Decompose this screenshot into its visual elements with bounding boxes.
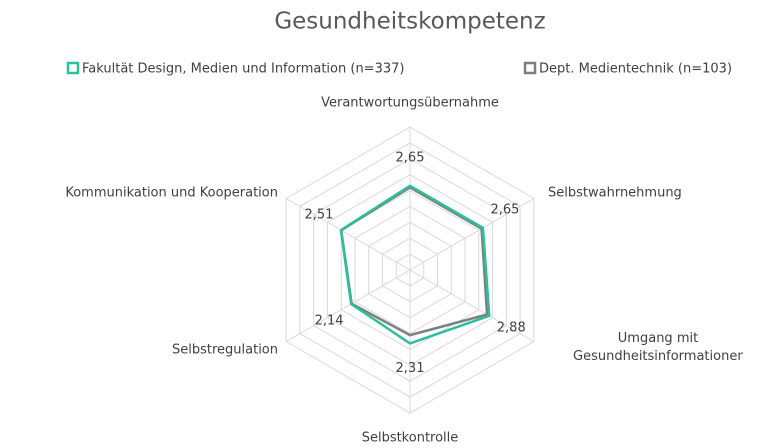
legend-label: Dept. Medientechnik (n=103) [539,62,732,77]
axis-label: Umgang mit Gesundheitsinformationen [573,331,743,364]
spoke [285,269,411,342]
data-label: 2,51 [304,208,333,223]
legend-label: Fakultät Design, Medien und Information … [82,62,404,77]
data-label: 2,14 [315,314,344,329]
axis-label: Verantwortungsübernahme [321,96,499,111]
spoke [409,198,535,271]
axis-label: Selbstregulation [172,343,278,358]
chart-title: Gesundheitskompetenz [274,9,545,35]
data-label: 2,65 [490,202,519,217]
axis-label: Selbstkontrolle [362,431,459,446]
axis-label-box: Umgang mit Gesundheitsinformationen [573,331,743,364]
axis-label: Kommunikation und Kooperation [65,186,278,201]
data-label: 2,88 [497,320,526,335]
spoke [285,198,411,271]
data-label: 2,31 [396,361,425,376]
spoke [409,269,535,342]
axis-label: Selbstwahrnehmung [548,186,682,201]
legend-swatch [523,61,537,75]
series-line [339,184,491,345]
legend-swatch [66,61,80,75]
data-label: 2,65 [396,150,425,165]
